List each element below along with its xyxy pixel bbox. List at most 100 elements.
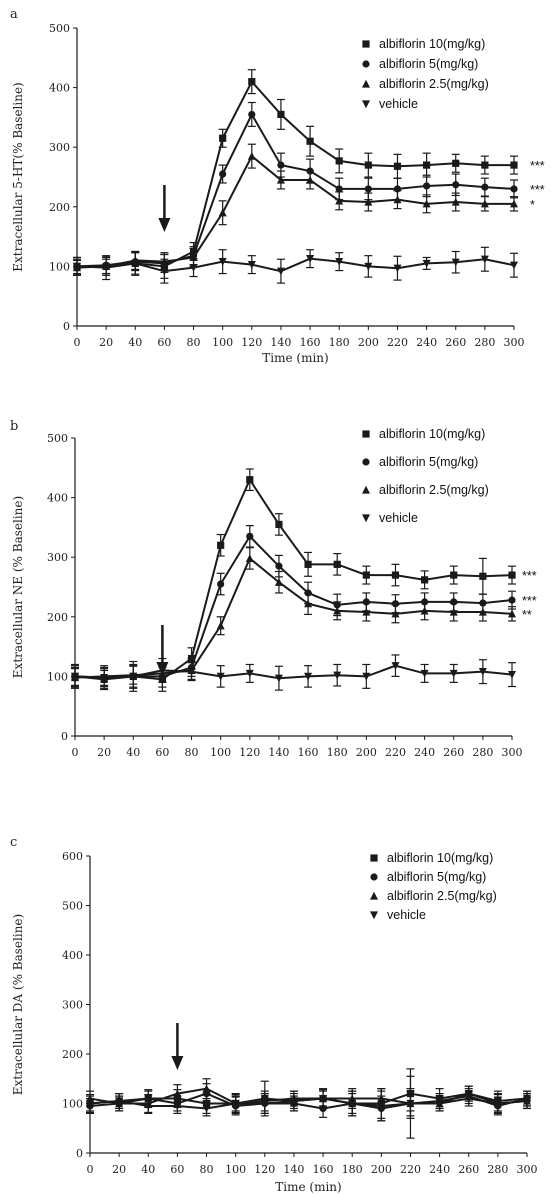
data-point <box>451 258 460 267</box>
legend-label: albiflorin 5(mg/kg) <box>379 57 478 71</box>
x-tick-label: 20 <box>99 336 113 349</box>
data-point <box>335 157 343 165</box>
x-tick-label: 140 <box>268 746 289 759</box>
data-point <box>333 560 341 568</box>
x-tick-label: 120 <box>241 336 262 349</box>
x-tick-label: 60 <box>157 336 171 349</box>
x-tick-label: 220 <box>400 1163 421 1176</box>
x-tick-label: 140 <box>283 1163 304 1176</box>
data-point <box>510 199 518 208</box>
x-tick-label: 300 <box>504 336 525 349</box>
data-point <box>216 621 225 630</box>
y-tick-label: 200 <box>62 1048 83 1061</box>
x-tick-label: 240 <box>414 746 435 759</box>
data-point <box>277 161 285 169</box>
x-tick-label: 160 <box>313 1163 334 1176</box>
arrow-head <box>158 218 171 232</box>
legend-label: vehicle <box>379 511 418 525</box>
data-point <box>391 600 400 608</box>
x-tick-label: 180 <box>342 1163 363 1176</box>
data-point <box>277 110 285 119</box>
x-tick-label: 120 <box>254 1163 275 1176</box>
x-tick-label: 100 <box>210 746 231 759</box>
y-tick-label: 400 <box>62 949 83 962</box>
data-point <box>364 185 372 193</box>
x-tick-label: 180 <box>327 746 348 759</box>
data-point <box>420 606 429 615</box>
data-point <box>423 161 431 169</box>
series-1: *** <box>71 468 537 692</box>
data-point <box>393 195 402 204</box>
data-point <box>508 609 516 618</box>
series-line <box>89 1097 528 1110</box>
x-tick-label: 220 <box>385 746 406 759</box>
legend-label: albiflorin 10(mg/kg) <box>379 427 485 441</box>
data-point <box>202 1104 211 1113</box>
legend-marker <box>370 854 378 862</box>
data-point <box>248 110 256 119</box>
legend-marker <box>362 40 370 48</box>
data-point <box>102 263 111 272</box>
series-line <box>89 1087 528 1105</box>
data-point <box>393 264 402 273</box>
data-point <box>422 199 431 208</box>
data-point <box>306 175 315 184</box>
x-tick-label: 100 <box>212 336 233 349</box>
y-tick-label: 200 <box>47 611 68 624</box>
data-point <box>450 571 458 579</box>
legend-marker <box>362 514 370 523</box>
data-point <box>362 598 370 606</box>
data-point <box>217 580 225 588</box>
data-point <box>306 137 314 145</box>
y-tick-label: 0 <box>63 320 70 333</box>
data-point <box>319 1104 327 1113</box>
data-point <box>422 259 431 268</box>
data-point <box>304 672 313 681</box>
x-tick-label: 0 <box>72 746 79 759</box>
legend-label: vehicle <box>387 908 426 922</box>
x-tick-label: 220 <box>387 336 408 349</box>
x-tick-label: 80 <box>185 746 199 759</box>
x-tick-label: 0 <box>87 1163 94 1176</box>
x-tick-label: 40 <box>126 746 140 759</box>
x-tick-label: 60 <box>170 1163 184 1176</box>
data-point <box>452 159 460 167</box>
data-point <box>479 572 487 580</box>
data-point <box>377 1102 386 1111</box>
x-tick-label: 160 <box>300 336 321 349</box>
data-point <box>364 161 372 169</box>
data-point <box>391 662 400 670</box>
data-point <box>304 560 312 568</box>
data-point <box>231 1099 240 1108</box>
legend: albiflorin 10(mg/kg) albiflorin 5(mg/kg) a… <box>362 427 489 525</box>
significance-label: * <box>530 198 535 212</box>
panel-letter: b <box>10 419 18 434</box>
y-tick-label: 300 <box>62 999 83 1012</box>
data-point <box>246 476 254 484</box>
data-point <box>202 1084 211 1093</box>
data-point <box>304 599 313 608</box>
data-point <box>260 1099 269 1108</box>
x-tick-label: 160 <box>298 746 319 759</box>
data-point <box>115 1097 124 1106</box>
legend-marker <box>370 911 378 920</box>
data-point <box>276 267 285 276</box>
data-point <box>478 668 487 676</box>
y-axis-title: Extracellular 5-HT(% Baseline) <box>11 82 25 272</box>
data-point <box>362 607 371 616</box>
legend: albiflorin 10(mg/kg) albiflorin 5(mg/kg) a… <box>370 851 497 922</box>
x-tick-label: 40 <box>128 336 142 349</box>
data-point <box>333 606 342 615</box>
data-point <box>274 578 283 586</box>
legend-label: albiflorin 5(mg/kg) <box>379 455 478 469</box>
data-point <box>335 196 344 205</box>
legend-marker <box>370 873 378 881</box>
y-axis-title: Extracellular DA (% Baseline) <box>11 914 25 1095</box>
significance-label: *** <box>530 159 545 173</box>
data-point <box>523 1097 531 1106</box>
y-tick-label: 500 <box>49 22 70 35</box>
y-tick-label: 0 <box>61 730 68 743</box>
data-point <box>335 185 343 193</box>
data-point <box>510 185 518 193</box>
significance-label: *** <box>530 183 545 197</box>
